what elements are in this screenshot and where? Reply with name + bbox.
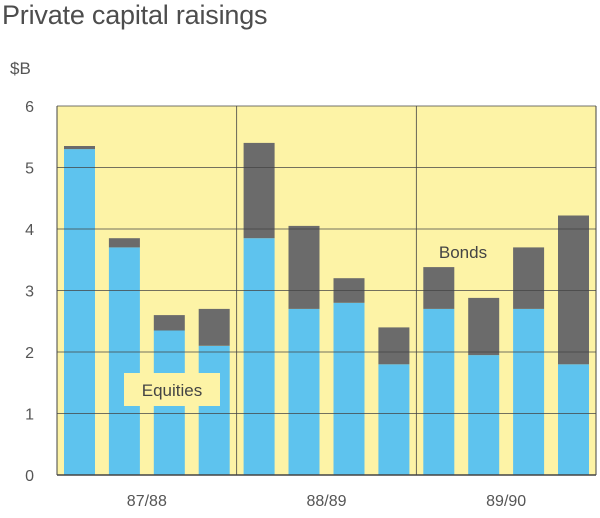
equities-label-box [124,373,220,406]
bonds-annotation: Bonds [439,243,487,262]
bar-equities-11 [513,308,545,475]
x-axis-categories: 87/88 88/89 89/90 [127,493,526,510]
y-axis-ticks: 0 1 2 3 4 5 6 [25,99,34,485]
bar-bonds-2 [108,238,140,248]
y-tick-label: 6 [25,99,34,116]
bar-bonds-3 [153,315,185,331]
x-category-label: 87/88 [127,493,167,510]
bar-equities-5 [243,238,275,475]
bar-equities-7 [333,302,365,475]
bar-equities-6 [288,308,320,475]
bar-bonds-1 [64,146,95,150]
bar-equities-2 [108,247,140,475]
bar-equities-4 [198,345,230,475]
y-tick-label: 0 [25,468,34,485]
bar-equities-10 [468,355,500,475]
equities-annotation: Equities [142,381,202,400]
y-axis-unit-label: $B [10,59,31,78]
bar-bonds-12 [558,215,589,365]
x-category-label: 88/89 [306,493,346,510]
bar-equities-9 [423,308,455,475]
y-tick-label: 2 [25,345,34,362]
bar-bonds-11 [513,247,545,309]
bar-bonds-9 [423,267,455,309]
bar-bonds-5 [243,142,275,239]
bar-equities-8 [378,364,410,475]
bar-bonds-8 [378,327,410,365]
y-tick-label: 5 [25,161,34,178]
bar-equities-1 [64,149,95,475]
bars-layer [64,142,589,475]
y-tick-label: 4 [25,222,34,239]
bar-equities-12 [558,364,589,475]
bar-bonds-4 [198,308,230,346]
y-tick-label: 3 [25,284,34,301]
chart-title: Private capital raisings [2,0,268,30]
annotations-layer: Equities Bonds [124,243,487,406]
x-category-label: 89/90 [486,493,526,510]
y-tick-label: 1 [25,407,34,424]
bar-bonds-6 [288,225,320,309]
bar-bonds-10 [468,297,500,356]
gridlines-layer [56,105,597,476]
